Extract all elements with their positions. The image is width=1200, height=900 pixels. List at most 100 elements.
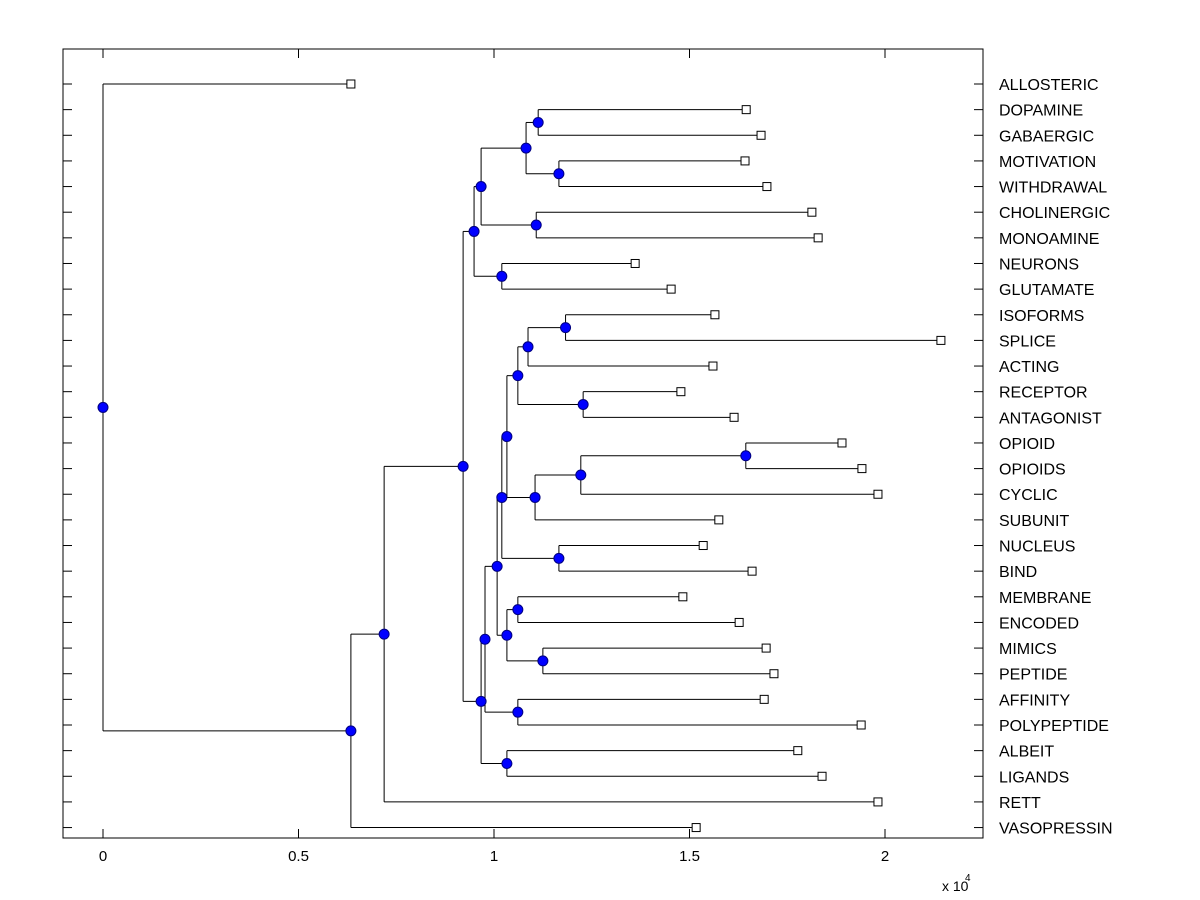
leaf-marker [817, 771, 827, 781]
leaf-label: PEPTIDE [999, 667, 1067, 684]
leaf-label: RECEPTOR [999, 385, 1088, 402]
plot-area-frame [62, 48, 984, 839]
leaf-marker [762, 182, 772, 192]
leaf-marker [734, 617, 744, 627]
leaf-label: GABAERGIC [999, 128, 1094, 145]
internal-node-marker [537, 655, 549, 667]
leaf-marker [676, 387, 686, 397]
leaf-label: CYCLIC [999, 487, 1058, 504]
internal-node-marker [97, 401, 109, 413]
leaf-label: BIND [999, 564, 1037, 581]
leaf-label: LIGANDS [999, 769, 1069, 786]
leaf-label: SPLICE [999, 333, 1056, 350]
x-tick-label: 0.5 [288, 848, 309, 865]
internal-node-marker [501, 629, 513, 641]
internal-node-marker [479, 633, 491, 645]
leaf-label: ALBEIT [999, 744, 1054, 761]
leaf-marker [793, 746, 803, 756]
leaf-label: NUCLEUS [999, 539, 1075, 556]
internal-node-marker [501, 431, 513, 443]
internal-node-marker [496, 491, 508, 503]
leaf-label: OPIOIDS [999, 462, 1066, 479]
leaf-marker [691, 823, 701, 833]
internal-node-marker [501, 757, 513, 769]
internal-node-marker [522, 341, 534, 353]
internal-node-marker [740, 450, 752, 462]
leaf-label: WITHDRAWAL [999, 180, 1107, 197]
leaf-label: AFFINITY [999, 692, 1070, 709]
leaf-marker [756, 130, 766, 140]
leaf-marker [698, 541, 708, 551]
y-ticks [63, 83, 983, 829]
leaf-label: GLUTAMATE [999, 282, 1094, 299]
leaf-label: VASOPRESSIN [999, 821, 1113, 838]
internal-node-marker [529, 491, 541, 503]
leaf-label: OPIOID [999, 436, 1055, 453]
leaf-marker [678, 592, 688, 602]
internal-nodes [97, 116, 752, 769]
leaf-marker [708, 361, 718, 371]
leaf-marker [710, 310, 720, 320]
leaf-marker [769, 669, 779, 679]
leaf-label: ISOFORMS [999, 308, 1084, 325]
internal-node-marker [575, 469, 587, 481]
leaf-label: MONOAMINE [999, 231, 1099, 248]
internal-node-marker [475, 695, 487, 707]
leaf-marker [857, 464, 867, 474]
internal-node-marker [378, 628, 390, 640]
leaf-marker [666, 284, 676, 294]
internal-node-marker [345, 725, 357, 737]
internal-node-marker [512, 604, 524, 616]
leaf-marker [346, 79, 356, 89]
x-tick-label: 1 [490, 848, 498, 865]
leaf-label: DOPAMINE [999, 103, 1083, 120]
leaf-label: MIMICS [999, 641, 1057, 658]
leaf-marker [936, 335, 946, 345]
x-tick-label: 0 [99, 848, 107, 865]
leaf-marker [759, 694, 769, 704]
leaf-label: ACTING [999, 359, 1059, 376]
internal-node-marker [491, 560, 503, 572]
leaf-label: CHOLINERGIC [999, 205, 1110, 222]
leaf-marker [741, 105, 751, 115]
leaf-label: MOTIVATION [999, 154, 1096, 171]
leaf-marker [837, 438, 847, 448]
x-multiplier-exponent: 4 [965, 873, 971, 884]
x-ticks: 0 0.5 1 1.5 2 [99, 49, 889, 865]
internal-node-marker [457, 460, 469, 472]
leaf-label: ENCODED [999, 615, 1079, 632]
x-tick-label: 1.5 [679, 848, 700, 865]
leaf-marker [807, 207, 817, 217]
internal-node-marker [520, 142, 532, 154]
leaf-marker [630, 258, 640, 268]
leaf-marker [813, 233, 823, 243]
internal-node-marker [553, 168, 565, 180]
internal-node-marker [553, 552, 565, 564]
internal-node-marker [512, 706, 524, 718]
leaf-marker [873, 489, 883, 499]
internal-node-marker [577, 399, 589, 410]
leaf-label: ANTAGONIST [999, 410, 1102, 427]
leaf-label: POLYPEPTIDE [999, 718, 1109, 735]
leaf-markers [346, 79, 946, 833]
leaf-label: MEMBRANE [999, 590, 1091, 607]
leaf-label: RETT [999, 795, 1041, 812]
internal-node-marker [560, 322, 572, 334]
internal-node-marker [496, 270, 508, 282]
leaf-marker [729, 412, 739, 422]
leaf-label: SUBUNIT [999, 513, 1069, 530]
x-multiplier-label: x 10 [942, 878, 969, 894]
internal-node-marker [468, 225, 480, 237]
leaf-marker [856, 720, 866, 730]
internal-node-marker [512, 370, 524, 382]
internal-node-marker [475, 181, 487, 193]
internal-node-marker [532, 116, 544, 128]
x-tick-label: 2 [881, 848, 889, 865]
leaf-marker [761, 643, 771, 653]
leaf-marker [747, 566, 757, 576]
leaf-labels: ALLOSTERIC DOPAMINE GABAERGIC MOTIVATION WIT… [999, 77, 1113, 838]
internal-node-marker [530, 219, 542, 231]
leaf-label: NEURONS [999, 256, 1079, 273]
leaf-marker [873, 797, 883, 807]
